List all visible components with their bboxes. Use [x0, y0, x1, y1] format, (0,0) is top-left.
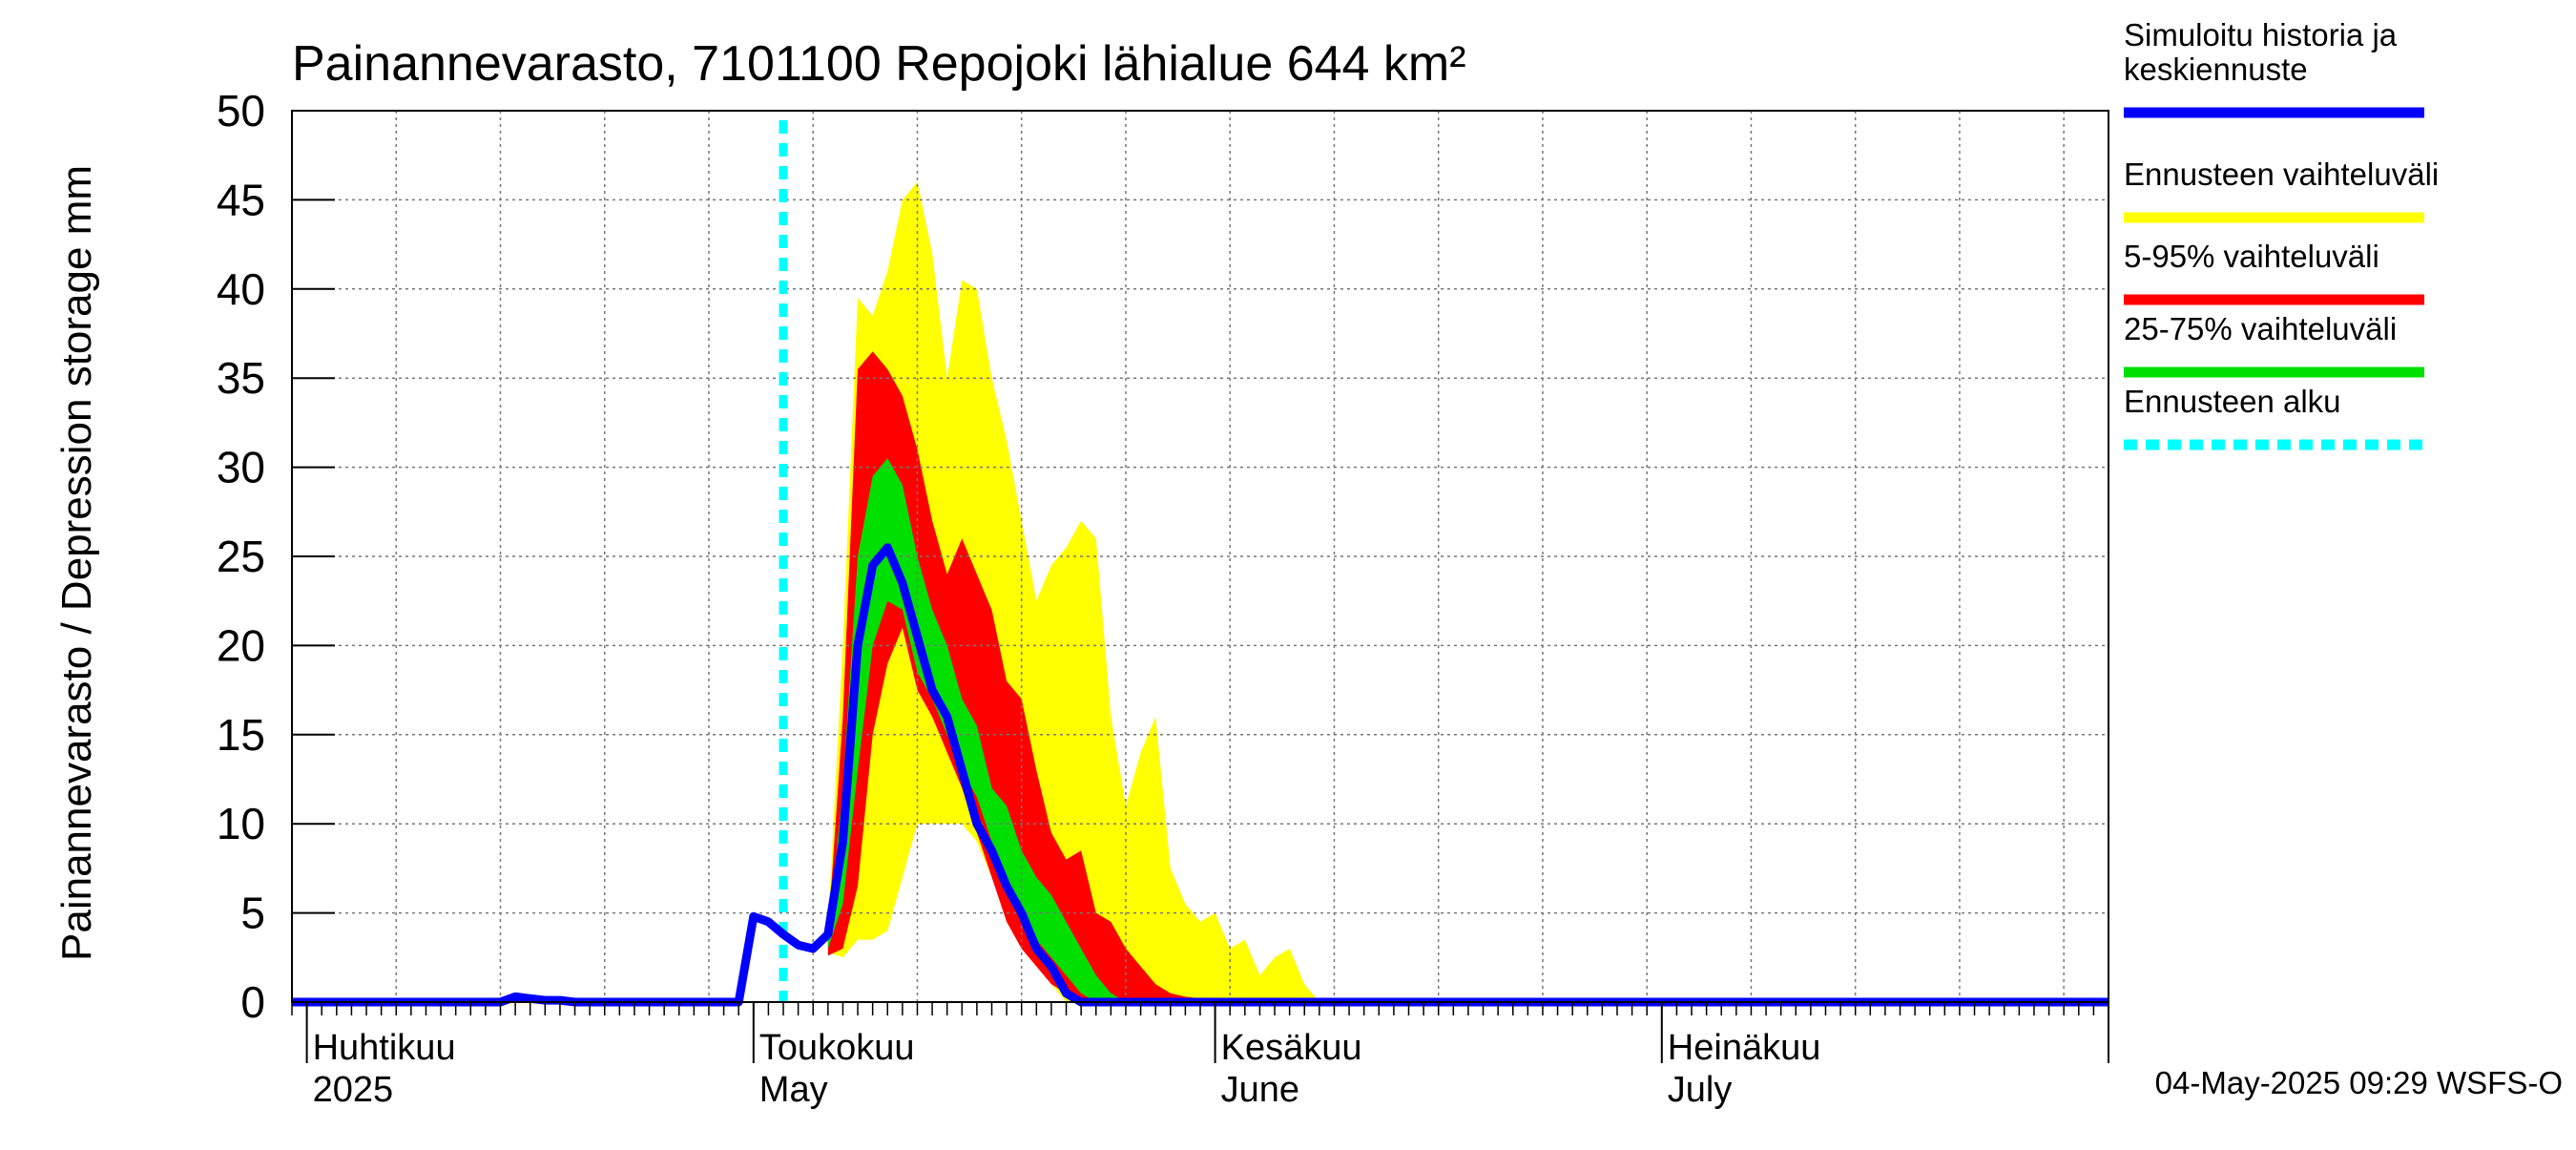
x-month-label-en: 2025 — [313, 1070, 394, 1110]
y-tick-label: 35 — [217, 353, 265, 403]
y-tick-label: 15 — [217, 710, 265, 760]
y-tick-label: 5 — [240, 889, 265, 938]
y-axis-label: Painannevarasto / Depression storage mm — [53, 165, 100, 961]
legend-label: Simuloitu historia ja — [2124, 17, 2398, 52]
timestamp: 04-May-2025 09:29 WSFS-O — [2155, 1065, 2563, 1100]
legend-label: Ennusteen alku — [2124, 384, 2341, 419]
legend-label: Ennusteen vaihteluväli — [2124, 157, 2439, 192]
legend-label: keskiennuste — [2124, 52, 2308, 87]
forecast-bands — [827, 181, 1439, 1002]
axes: 05101520253035404550Huhtikuu2025Toukokuu… — [217, 86, 2109, 1110]
x-month-label-fi: Heinäkuu — [1668, 1028, 1821, 1068]
x-month-label-fi: Toukokuu — [759, 1028, 915, 1068]
band-5-95 — [827, 351, 1439, 1002]
grid — [292, 110, 2109, 1002]
y-tick-label: 50 — [217, 86, 265, 136]
y-tick-label: 30 — [217, 443, 265, 492]
x-month-label-fi: Huhtikuu — [313, 1028, 456, 1068]
y-tick-label: 10 — [217, 799, 265, 848]
y-tick-label: 0 — [240, 977, 265, 1027]
x-month-label-en: May — [759, 1070, 828, 1110]
x-month-label-en: June — [1221, 1070, 1299, 1110]
y-tick-label: 20 — [217, 620, 265, 670]
y-tick-label: 40 — [217, 264, 265, 314]
x-month-label-en: July — [1668, 1070, 1733, 1110]
chart-title: Painannevarasto, 7101100 Repojoki lähial… — [292, 36, 1466, 92]
y-tick-label: 25 — [217, 532, 265, 581]
legend-label: 5-95% vaihteluväli — [2124, 239, 2379, 274]
x-month-label-fi: Kesäkuu — [1221, 1028, 1362, 1068]
legend-label: 25-75% vaihteluväli — [2124, 311, 2397, 346]
y-tick-label: 45 — [217, 175, 265, 224]
